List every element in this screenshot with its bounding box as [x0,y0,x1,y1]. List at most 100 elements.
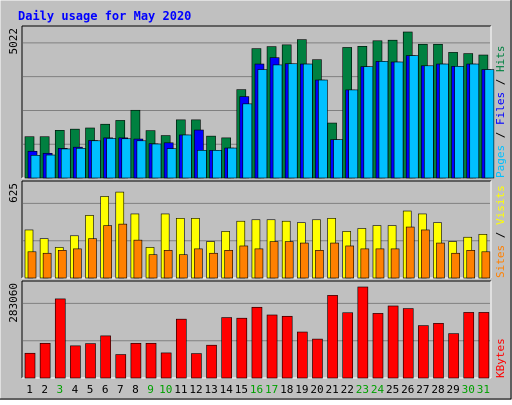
x-tick-label-day-6: 6 [102,383,109,396]
bar-sites-day-19 [300,242,309,279]
bar-sites-day-13 [209,252,218,279]
x-tick-label-day-9: 9 [147,383,154,396]
bar-kbytes-day-28 [433,323,444,379]
bar-kbytes-day-18 [281,315,293,379]
x-tick-label-day-26: 26 [401,383,414,396]
bar-sites-day-17 [269,241,279,279]
x-tick-label-day-13: 13 [204,383,217,396]
panel-visits-sites-right-label-part: Visits [494,185,507,225]
bar-pages-day-15 [242,103,253,179]
bar-sites-day-15 [239,245,249,279]
panel-visits-sites-right-label-part: Sites [494,245,507,278]
x-tick-label-day-27: 27 [416,383,429,396]
bar-sites-day-14 [224,250,233,279]
x-tick-label-day-22: 22 [341,383,354,396]
x-tick-label-day-7: 7 [117,383,124,396]
bar-kbytes-day-2 [39,342,51,379]
bar-pages-day-21 [333,139,343,179]
bar-sites-day-12 [194,248,203,279]
bar-pages-day-14 [227,147,237,179]
bar-kbytes-day-7 [115,354,127,379]
bar-kbytes-day-22 [342,312,354,379]
bar-kbytes-day-31 [478,312,490,379]
x-tick-label-day-18: 18 [280,383,293,396]
x-tick-label-day-31: 31 [477,383,490,396]
bar-pages-day-16 [257,69,268,179]
bar-sites-day-23 [360,248,370,279]
bar-kbytes-day-11 [175,318,187,379]
x-tick-label-day-19: 19 [295,383,308,396]
x-tick-label-day-3: 3 [57,383,64,396]
bar-pages-day-31 [484,69,495,179]
panel-visits-sites-ymax-label: 625 [7,183,20,203]
bar-pages-day-30 [469,63,480,179]
bar-pages-day-24 [378,61,389,179]
bar-kbytes-day-12 [191,353,202,379]
bar-sites-day-24 [375,248,385,279]
bar-sites-day-29 [451,252,460,279]
bar-kbytes-day-26 [402,308,414,379]
x-tick-label-day-25: 25 [386,383,399,396]
bar-pages-day-2 [45,154,56,179]
bar-kbytes-day-14 [221,317,232,379]
bar-sites-day-16 [254,248,264,279]
bar-sites-day-7 [118,223,128,279]
bar-kbytes-day-6 [100,335,111,379]
bar-sites-day-10 [163,250,173,279]
bar-sites-day-30 [466,250,476,279]
bar-sites-day-25 [390,248,400,279]
panel-kbytes-right-label: KBytes [494,338,507,378]
bar-sites-day-18 [284,241,294,279]
x-tick-label-day-15: 15 [235,383,248,396]
panel-hits-files-pages-right-label-part: / [494,125,507,145]
panel-visits-sites-right-label: Sites / Visits [494,185,507,278]
bar-sites-day-5 [88,238,97,279]
bar-pages-day-29 [454,66,464,179]
x-tick-label-day-23: 23 [356,383,369,396]
bar-sites-day-11 [178,254,188,279]
bar-pages-day-23 [363,66,374,179]
bar-kbytes-day-21 [327,295,338,379]
bar-kbytes-day-23 [357,286,369,379]
bar-pages-day-7 [121,138,132,179]
panel-hits-files-pages-right-label-part: Hits [494,46,507,73]
bar-pages-day-26 [408,55,419,179]
bar-pages-day-4 [76,148,86,179]
bar-sites-day-2 [42,252,52,279]
x-tick-label-day-21: 21 [326,383,339,396]
x-tick-label-day-16: 16 [250,383,263,396]
bar-kbytes-day-10 [160,352,172,379]
bar-pages-day-18 [287,63,298,179]
bar-pages-day-22 [348,89,359,179]
bar-pages-day-1 [30,155,41,179]
bar-sites-day-26 [405,226,415,279]
x-tick-label-day-17: 17 [265,383,278,396]
panel-hits-files-pages-ymax-label: 5022 [7,28,20,55]
chart-title: Daily usage for May 2020 [18,9,191,23]
bar-sites-day-4 [73,248,82,279]
bar-kbytes-day-19 [297,331,308,379]
bar-kbytes-day-15 [236,317,248,379]
bar-sites-day-6 [103,225,112,279]
panel-hits-files-pages-right-label: Pages / Files / Hits [494,46,507,179]
x-tick-label-day-1: 1 [26,383,33,396]
bar-pages-day-28 [439,63,449,179]
bar-sites-day-20 [315,250,324,279]
x-tick-label-day-14: 14 [220,383,234,396]
bar-kbytes-day-17 [266,314,278,379]
panel-kbytes-ymax-label: 283060 [7,283,20,323]
bar-kbytes-day-20 [312,338,323,379]
bar-sites-day-9 [148,254,158,279]
bar-pages-day-19 [303,63,313,179]
bar-kbytes-day-13 [206,344,217,379]
x-tick-label-day-30: 30 [462,383,475,396]
bar-kbytes-day-16 [251,306,263,379]
bar-sites-day-8 [133,239,143,279]
bar-pages-day-12 [197,150,207,179]
bar-sites-day-27 [421,229,430,279]
panel-kbytes-right-label-part: KBytes [494,338,507,378]
x-tick-label-day-29: 29 [447,383,460,396]
bar-pages-day-25 [393,61,404,179]
